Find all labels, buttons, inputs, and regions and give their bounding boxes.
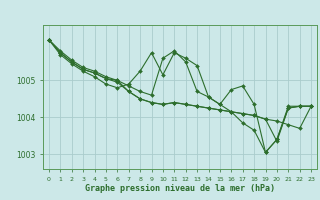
X-axis label: Graphe pression niveau de la mer (hPa): Graphe pression niveau de la mer (hPa) [85,184,275,193]
